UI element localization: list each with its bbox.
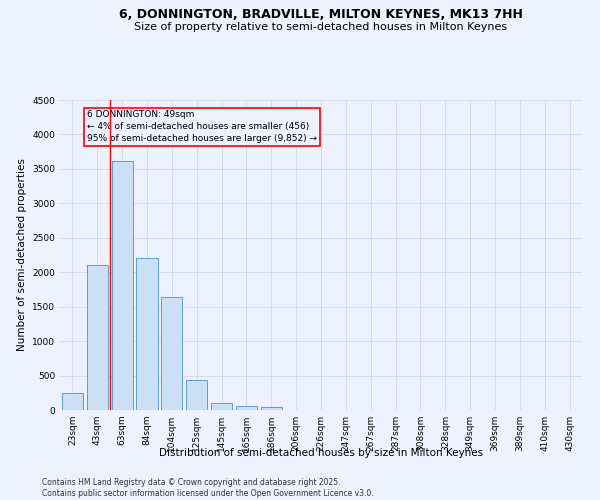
Bar	[112, 160, 133, 410]
Text: Size of property relative to semi-detached houses in Milton Keynes: Size of property relative to semi-detach…	[134, 22, 508, 32]
Bar	[186, 380, 207, 410]
Bar	[161, 297, 182, 410]
Text: Distribution of semi-detached houses by size in Milton Keynes: Distribution of semi-detached houses by …	[159, 448, 483, 458]
Bar	[87, 266, 108, 410]
Bar	[236, 406, 257, 410]
Y-axis label: Number of semi-detached properties: Number of semi-detached properties	[17, 158, 26, 352]
Text: Contains HM Land Registry data © Crown copyright and database right 2025.
Contai: Contains HM Land Registry data © Crown c…	[42, 478, 374, 498]
Bar	[211, 403, 232, 410]
Text: 6, DONNINGTON, BRADVILLE, MILTON KEYNES, MK13 7HH: 6, DONNINGTON, BRADVILLE, MILTON KEYNES,…	[119, 8, 523, 20]
Bar	[62, 393, 83, 410]
Text: 6 DONNINGTON: 49sqm
← 4% of semi-detached houses are smaller (456)
95% of semi-d: 6 DONNINGTON: 49sqm ← 4% of semi-detache…	[87, 110, 317, 143]
Bar	[136, 258, 158, 410]
Bar	[261, 407, 282, 410]
